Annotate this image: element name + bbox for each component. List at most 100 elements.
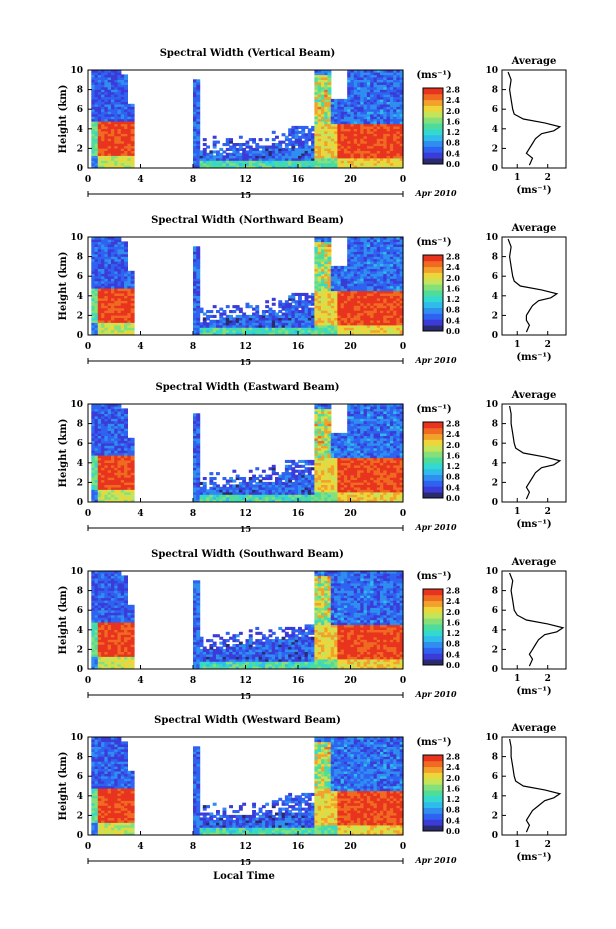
date-label: Apr 2010 xyxy=(414,689,457,699)
colorbar-swatch xyxy=(423,272,443,279)
panel-3: Spectral Width (Eastward Beam)0246810Hei… xyxy=(58,382,567,534)
y-axis-label: Height (km) xyxy=(58,419,69,488)
y-tick-label: 2 xyxy=(77,811,83,821)
profile-y-tick-label: 10 xyxy=(485,66,498,76)
colorbar-swatch xyxy=(423,140,443,147)
x-tick-label: 16 xyxy=(292,509,305,519)
y-tick-label: 0 xyxy=(77,498,83,508)
colorbar-tick-label: 2.4 xyxy=(446,262,460,272)
colorbar-tick-label: 0.4 xyxy=(446,649,460,659)
colorbar-swatch xyxy=(423,105,443,112)
colorbar-swatch xyxy=(423,618,443,625)
profile-frame xyxy=(501,403,567,503)
heatmap-cells xyxy=(91,403,404,503)
colorbar-swatch xyxy=(423,290,443,297)
colorbar-swatch xyxy=(423,266,443,273)
y-tick-label: 6 xyxy=(77,606,83,616)
profile-x-label: (ms⁻¹) xyxy=(516,852,551,863)
x-tick-label: 0 xyxy=(400,842,406,852)
profile-x-label: (ms⁻¹) xyxy=(516,185,551,196)
colorbar-tick-label: 0.8 xyxy=(446,472,460,482)
colorbar-swatch xyxy=(423,319,443,326)
colorbar-swatch xyxy=(423,99,443,106)
x-tick-label: 20 xyxy=(344,676,357,686)
colorbar-swatch xyxy=(423,128,443,136)
colorbar-tick-label: 2.8 xyxy=(446,85,460,95)
colorbar-swatch xyxy=(423,284,443,291)
x-tick-label: 0 xyxy=(85,175,91,185)
colorbar-tick-label: 0.0 xyxy=(446,660,460,670)
profile-frame xyxy=(501,69,567,169)
colorbar-tick-label: 0.4 xyxy=(446,148,460,158)
colorbar-tick-label: 1.6 xyxy=(446,450,460,460)
x-tick-label: 8 xyxy=(190,676,196,686)
x-tick-label: 8 xyxy=(190,509,196,519)
colorbar-swatch xyxy=(423,790,443,797)
y-tick-label: 4 xyxy=(77,292,83,302)
profile-frame xyxy=(501,570,567,670)
profile-y-tick-label: 10 xyxy=(485,400,498,410)
colorbar-swatch xyxy=(423,635,443,643)
colorbar-tick-label: 1.6 xyxy=(446,283,460,293)
y-tick-label: 4 xyxy=(77,626,83,636)
heatmap-cells xyxy=(91,570,404,670)
colorbar-swatch xyxy=(423,647,443,654)
profile-y-tick-label: 2 xyxy=(492,144,498,154)
colorbar-swatch xyxy=(423,117,443,124)
x-tick-label: 0 xyxy=(400,175,406,185)
colorbar-frame xyxy=(422,421,444,499)
colorbar-tick-label: 0.0 xyxy=(446,159,460,169)
colorbar-tick-label: 0.0 xyxy=(446,493,460,503)
colorbar-swatch xyxy=(423,807,443,814)
y-tick-label: 0 xyxy=(77,164,83,174)
y-tick-label: 4 xyxy=(77,125,83,135)
date-label: Apr 2010 xyxy=(414,188,457,198)
day-label: 15 xyxy=(240,857,251,867)
colorbar-swatch xyxy=(423,301,443,309)
colorbar-tick-label: 1.2 xyxy=(446,794,460,804)
profile-x-tick-label: 1 xyxy=(514,840,520,850)
colorbar-swatch xyxy=(423,123,443,130)
y-axis-label: Height (km) xyxy=(58,85,69,154)
y-tick-label: 10 xyxy=(70,233,83,243)
profile-line xyxy=(507,71,562,166)
profile-y-tick-label: 8 xyxy=(492,420,498,430)
profile-y-tick-label: 0 xyxy=(492,665,498,675)
colorbar-swatch xyxy=(423,422,443,429)
colorbar-tick-label: 2.8 xyxy=(446,252,460,262)
panel-2: Spectral Width (Northward Beam)0246810He… xyxy=(58,215,567,367)
heatmap-cells xyxy=(91,69,404,169)
colorbar-swatch xyxy=(423,427,443,435)
profile-x-tick-label: 2 xyxy=(545,173,551,183)
profile-y-tick-label: 6 xyxy=(492,606,498,616)
y-tick-label: 8 xyxy=(77,420,83,430)
profile-title: Average xyxy=(511,223,557,234)
x-tick-label: 8 xyxy=(190,842,196,852)
colorbar-tick-label: 0.0 xyxy=(446,826,460,836)
colorbar-tick-label: 0.8 xyxy=(446,805,460,815)
colorbar-tick-label: 0.8 xyxy=(446,305,460,315)
colorbar-swatch xyxy=(423,778,443,785)
colorbar-swatch xyxy=(423,819,443,826)
x-tick-label: 4 xyxy=(137,342,143,352)
profile-y-tick-label: 8 xyxy=(492,753,498,763)
colorbar-swatch xyxy=(423,492,443,499)
colorbar-swatch xyxy=(423,600,443,607)
colorbar-swatch xyxy=(423,433,443,440)
profile-y-tick-label: 10 xyxy=(485,733,498,743)
x-tick-label: 20 xyxy=(344,342,357,352)
x-tick-label: 8 xyxy=(190,342,196,352)
profile-y-tick-label: 0 xyxy=(492,498,498,508)
y-tick-label: 2 xyxy=(77,311,83,321)
profile-y-tick-label: 0 xyxy=(492,164,498,174)
x-tick-label: 16 xyxy=(292,676,305,686)
profile-frame xyxy=(501,736,567,836)
profile-y-tick-label: 8 xyxy=(492,253,498,263)
colorbar-units: (ms⁻¹) xyxy=(416,237,451,248)
profile-line xyxy=(509,572,565,667)
profile-line xyxy=(507,238,559,333)
profile-y-tick-label: 6 xyxy=(492,105,498,115)
colorbar-tick-label: 0.8 xyxy=(446,138,460,148)
y-tick-label: 10 xyxy=(70,66,83,76)
